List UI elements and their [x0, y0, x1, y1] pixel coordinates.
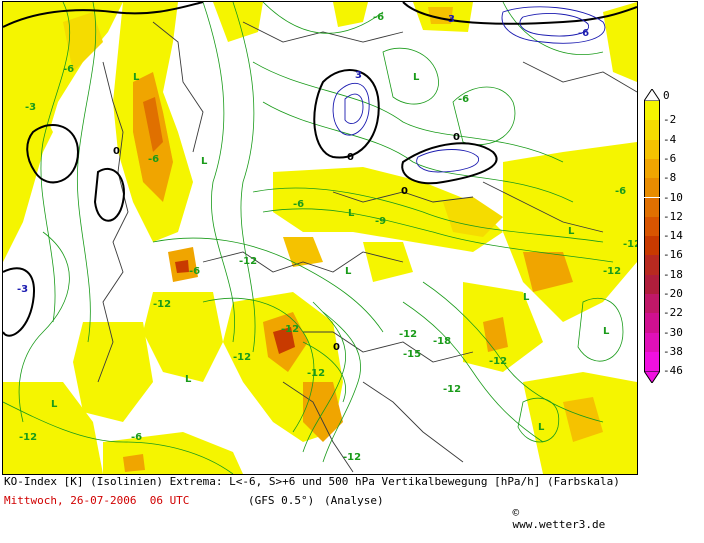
legend-label: -46: [663, 364, 683, 378]
legend-label: -18: [663, 267, 683, 281]
map-label: 0: [347, 152, 354, 163]
legend-label: -30: [663, 325, 683, 339]
map-label: L: [51, 399, 58, 410]
legend-label: 0: [663, 89, 670, 102]
map-label: -6: [373, 12, 384, 23]
map-label: -12: [343, 452, 361, 463]
map-label: -3: [25, 102, 36, 113]
legend-label: -2: [663, 113, 677, 127]
map-label: -15: [403, 349, 421, 360]
ko-contours-green: [3, 2, 624, 474]
legend-swatch: [644, 294, 660, 314]
map-label: -12: [153, 299, 171, 310]
legend-label: -12: [663, 209, 683, 223]
legend-swatch: [644, 255, 660, 275]
map-label: -12: [489, 356, 507, 367]
map-label: -6: [293, 199, 304, 210]
legend-swatch: [644, 236, 660, 256]
ko-contours-zero: [3, 2, 637, 337]
map-label: L: [133, 72, 140, 83]
map-label: L: [201, 156, 208, 167]
map-label: -6: [578, 28, 589, 39]
caption-copyright: © www.wetter3.de: [486, 495, 606, 543]
legend-bottom-arrow: [644, 371, 660, 383]
map-label: -6: [615, 186, 626, 197]
ko-contours-blue: [332, 6, 606, 173]
coastlines: [97, 21, 637, 473]
legend-label: -6: [663, 151, 677, 165]
map-label: L: [345, 266, 352, 277]
map-label: -12: [19, 432, 37, 443]
map-label: -12: [623, 239, 637, 250]
map-label: 0: [113, 146, 120, 157]
legend-swatch: [644, 178, 660, 198]
map-label: -9: [375, 216, 386, 227]
caption-date: Mittwoch, 26-07-2006 06 UTC: [4, 494, 190, 507]
map-label: -6: [63, 64, 74, 75]
legend-swatch: [644, 274, 660, 294]
color-scale-legend: 0 -2 -4 -6 -8 -10 -12 -14 -16 -18 -20 -22 -30 -38 -46: [644, 89, 702, 384]
map-label: -12: [233, 352, 251, 363]
legend-swatch: [644, 101, 660, 121]
legend-swatch: [644, 197, 660, 217]
legend-swatch: [644, 351, 660, 372]
legend-swatch: [644, 139, 660, 159]
map-label: -18: [433, 336, 451, 347]
map-label: 3: [355, 70, 362, 81]
map-label: -12: [443, 384, 461, 395]
legend-swatch: [644, 120, 660, 140]
legend-label: -14: [663, 229, 683, 243]
caption-title: KO-Index [K] (Isolinien) Extrema: L<-6, …: [4, 475, 620, 488]
map-label: -6: [148, 154, 159, 165]
map-label: L: [413, 72, 420, 83]
caption-footer: KO-Index [K] (Isolinien) Extrema: L<-6, …: [2, 474, 636, 531]
map-label: 3: [448, 14, 455, 25]
map-label: L: [603, 326, 610, 337]
legend-top-arrow: [644, 89, 660, 101]
legend-label: -8: [663, 171, 677, 185]
legend-label: -4: [663, 132, 677, 146]
legend-swatch: [644, 332, 660, 352]
map-label: 0: [401, 186, 408, 197]
map-label: -6: [458, 94, 469, 105]
legend-swatch: [644, 216, 660, 237]
map-label: -3: [17, 284, 28, 295]
legend-swatch: [644, 158, 660, 179]
map-label: L: [568, 226, 575, 237]
weather-map: -6 L -6 L L -6 L -9 -6 -12 L -6 -12 -12 …: [2, 1, 638, 475]
legend-label: -16: [663, 248, 683, 262]
caption-model: (GFS 0.5°): [248, 494, 315, 507]
legend-label: -22: [663, 306, 683, 320]
legend-swatch: [644, 313, 660, 333]
legend-label: -38: [663, 344, 683, 358]
map-label: L: [185, 374, 192, 385]
map-label: -6: [131, 432, 142, 443]
legend-label: -20: [663, 287, 683, 300]
caption-run: (Analyse): [324, 494, 384, 507]
map-label: L: [348, 208, 355, 219]
map-label: 0: [333, 342, 340, 353]
copyright-url: www.wetter3.de: [512, 518, 606, 531]
map-label: -12: [307, 368, 325, 379]
vertical-motion-shading: [3, 2, 637, 474]
map-label: L: [523, 292, 530, 303]
map-label: 0: [453, 132, 460, 143]
map-label: -6: [189, 266, 200, 277]
contour-labels: -6 L -6 L L -6 L -9 -6 -12 L -6 -12 -12 …: [17, 12, 637, 463]
map-label: -12: [603, 266, 621, 277]
legend-label: -10: [663, 190, 683, 204]
ko-index-map: -6 L -6 L L -6 L -9 -6 -12 L -6 -12 -12 …: [3, 2, 637, 474]
map-label: -12: [281, 324, 299, 335]
map-label: -12: [239, 256, 257, 267]
map-label: -12: [399, 329, 417, 340]
map-label: L: [538, 422, 545, 433]
